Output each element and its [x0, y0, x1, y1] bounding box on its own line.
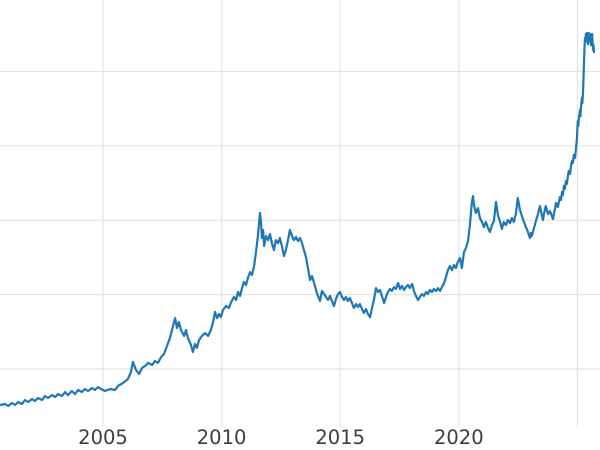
- x-tick-label-2005: 2005: [78, 426, 128, 449]
- x-tick-label-2015: 2015: [315, 426, 366, 449]
- price-series-line: [0, 31, 596, 408]
- x-tick-label-2020: 2020: [433, 426, 484, 449]
- x-tick-label-2010: 2010: [196, 426, 247, 449]
